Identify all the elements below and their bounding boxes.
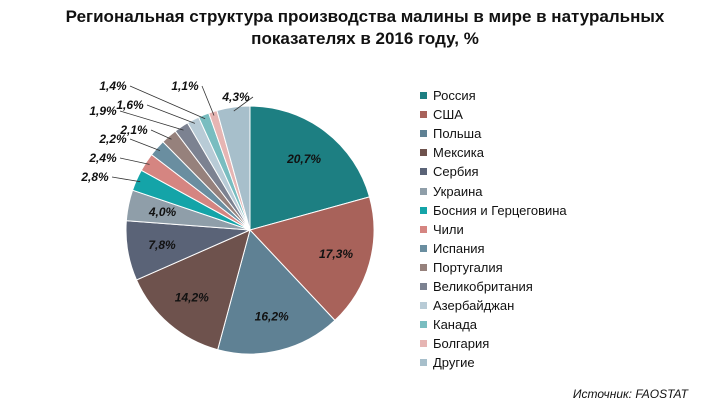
legend-label: Чили	[433, 221, 464, 237]
legend-item-азербайджан: Азербайджан	[420, 296, 567, 315]
legend-swatch	[420, 263, 427, 271]
legend-swatch	[420, 340, 427, 348]
legend-item-босния-и-герцеговина: Босния и Герцеговина	[420, 201, 567, 220]
legend-label: Великобритания	[433, 278, 533, 294]
legend-label: Португалия	[433, 259, 503, 275]
legend-swatch	[420, 302, 427, 310]
legend-swatch	[420, 321, 427, 329]
leader-line-чили	[119, 157, 150, 165]
legend-label: Другие	[433, 355, 475, 371]
data-label-сша: 17,3%	[319, 247, 353, 261]
legend-item-польша: Польша	[420, 124, 567, 143]
data-label-босния-и-герцеговина: 2,8%	[80, 170, 109, 184]
legend-swatch	[420, 130, 427, 138]
legend-label: Мексика	[433, 145, 485, 161]
legend-item-испания: Испания	[420, 239, 567, 258]
legend-item-сербия: Сербия	[420, 162, 567, 181]
pie-slice-другие	[216, 105, 251, 231]
legend-item-другие: Другие	[420, 353, 567, 372]
leader-line-болгария	[201, 85, 215, 116]
legend-label: Польша	[433, 126, 482, 142]
legend-swatch	[420, 168, 427, 176]
legend-item-сша: США	[420, 105, 567, 124]
legend-swatch	[420, 244, 427, 252]
legend-swatch	[420, 225, 427, 233]
legend-item-мексика: Мексика	[420, 143, 567, 162]
data-label-болгария: 1,1%	[171, 79, 199, 93]
data-label-португалия: 2,1%	[119, 123, 148, 137]
data-label-россия: 20,7%	[286, 152, 321, 166]
leader-line-босния-и-герцеговина	[111, 176, 141, 183]
pie-slice-россия	[249, 105, 371, 231]
legend-label: Босния и Герцеговина	[433, 202, 567, 218]
data-label-другие: 4,3%	[221, 90, 250, 104]
legend-label: Болгария	[433, 336, 490, 352]
data-label-мексика: 14,2%	[175, 291, 209, 305]
legend-swatch	[420, 92, 427, 100]
legend-label: Азербайджан	[433, 298, 515, 314]
leader-line-португалия	[150, 129, 172, 140]
leader-line-азербайджан	[146, 104, 196, 124]
legend-label: Сербия	[433, 164, 479, 180]
legend-label: Испания	[433, 240, 485, 256]
leader-line-испания	[129, 138, 161, 151]
legend-label: Украина	[433, 183, 483, 199]
source-note: Источник: FAOSTAT	[572, 387, 688, 401]
data-label-великобритания: 1,9%	[89, 104, 117, 118]
data-label-польша: 16,2%	[255, 310, 289, 324]
data-label-азербайджан: 1,6%	[116, 98, 144, 112]
legend-swatch	[420, 282, 427, 290]
chart-legend: Россия США Польша Мексика Сербия Украина Босни…	[420, 86, 567, 372]
legend-swatch	[420, 359, 427, 367]
pie-slice-польша	[217, 229, 336, 355]
legend-item-украина: Украина	[420, 181, 567, 200]
data-label-канада: 1,4%	[99, 79, 127, 93]
legend-swatch	[420, 206, 427, 214]
legend-item-болгария: Болгария	[420, 334, 567, 353]
data-label-украина: 4,0%	[148, 205, 177, 219]
legend-swatch	[420, 111, 427, 119]
data-label-чили: 2,4%	[88, 151, 117, 165]
data-label-испания: 2,2%	[98, 132, 127, 146]
data-label-сербия: 7,8%	[148, 238, 176, 252]
legend-item-чили: Чили	[420, 220, 567, 239]
legend-label: США	[433, 107, 463, 123]
legend-label: Россия	[433, 88, 476, 104]
legend-item-россия: Россия	[420, 86, 567, 105]
legend-item-португалия: Португалия	[420, 258, 567, 277]
pie-slice-мексика	[135, 229, 251, 351]
legend-item-канада: Канада	[420, 315, 567, 334]
leader-line-канада	[129, 85, 206, 120]
leader-line-другие	[233, 96, 254, 112]
pie-slice-сша	[249, 196, 375, 322]
legend-swatch	[420, 149, 427, 157]
legend-item-великобритания: Великобритания	[420, 277, 567, 296]
legend-swatch	[420, 187, 427, 195]
legend-label: Канада	[433, 317, 478, 333]
leader-line-великобритания	[119, 110, 184, 131]
chart-title: Региональная структура производства мали…	[65, 7, 665, 48]
